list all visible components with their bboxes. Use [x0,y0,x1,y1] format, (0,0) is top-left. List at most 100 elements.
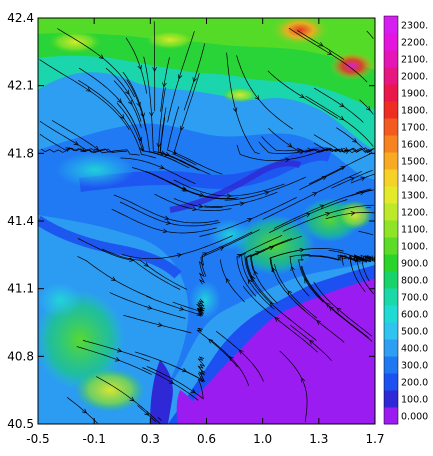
streamline [268,128,315,153]
color-bar-label: 0.000 [401,412,428,423]
streamline [39,59,130,130]
streamline [157,87,200,171]
color-bar-label: 600.0 [401,310,428,321]
streamline-arrow [284,157,291,163]
streamline [96,376,161,424]
streamline [196,327,238,368]
peak-northeast-2 [330,52,374,80]
peak-northwest [47,30,103,54]
streamline-arrow [352,138,358,143]
color-bar-label: 1900. [401,89,428,100]
y-tick-label: 42.4 [7,11,34,25]
y-tick-label: 42.1 [7,79,34,93]
color-bar-swatch [384,339,398,357]
streamline-arrow [225,277,231,283]
streamline-arrow [152,67,157,72]
color-bar-swatch [384,67,398,85]
x-tick-label: 0.3 [141,432,160,446]
streamline [210,339,250,386]
streamline-arrow [137,136,143,142]
streamline-arrow [328,306,334,312]
color-bar-swatch [384,169,398,187]
streamline [215,330,264,382]
color-bar-swatch [384,390,398,408]
streamline-arrow [110,276,117,281]
x-axis: -0.5 -0.1 0.3 0.6 1.0 1.3 1.7 [26,18,385,446]
streamline [123,314,192,334]
streamline [120,157,196,185]
streamline [125,37,148,94]
streamline-arrow [147,305,153,310]
streamline [366,30,374,39]
streamline [173,179,285,197]
streamline [236,234,283,297]
streamline [273,189,372,229]
streamline [122,235,233,260]
streamline-arrow [137,64,142,71]
streamline [145,295,204,316]
streamline-arrow [325,302,331,308]
streamline [307,147,373,154]
color-bar-label: 1700. [401,123,428,134]
streamline [250,235,302,272]
streamline [242,285,318,353]
streamline-arrow [192,206,198,212]
streamline [356,188,371,194]
x-tick-label: 1.0 [253,432,272,446]
streamline-arrow [164,151,171,157]
streamline-arrow [287,142,293,148]
color-bar-label: 1000. [401,242,428,253]
streamline-arrow [308,339,314,345]
streamline [167,31,195,123]
color-bar-swatch [384,288,398,306]
color-bar-swatch [384,152,398,170]
streamline-arrow [129,257,135,263]
streamline-arrow [65,147,71,152]
streamline [305,95,374,147]
color-bar-swatch [384,203,398,221]
map-plot-area [38,18,375,424]
hills-west [38,282,82,318]
streamline-arrow [339,102,345,108]
streamline-arrow [156,142,162,148]
streamline [262,171,362,220]
streamline [51,120,140,156]
streamline-arrow [239,201,245,207]
streamline [109,292,186,319]
streamline [77,256,152,299]
color-bar-swatch [384,135,398,153]
color-bar-label: 800.0 [401,276,428,287]
streamline [246,254,274,304]
color-bar-label: 1200. [401,208,428,219]
streamline [236,55,293,130]
streamline-arrow [247,278,253,284]
sea-area [180,278,375,424]
streamline-arrow [338,254,344,260]
color-bar-label: 2000. [401,72,428,83]
streamline-arrow [179,306,185,311]
color-bar-swatch [384,118,398,136]
streamline-arrow [82,408,88,414]
streamline-arrow [299,93,305,99]
streamline-arrow [169,379,175,384]
color-bar-label: 1500. [401,157,428,168]
streamline-arrow [200,369,206,375]
y-tick-label: 40.5 [7,417,34,431]
streamline [289,324,332,361]
streamline-arrow [316,320,322,325]
sea-inlet [176,390,200,424]
color-bar-frame [383,15,399,425]
streamline-arrow [359,256,365,262]
streamline [142,367,199,401]
streamline [299,167,345,191]
color-bar-swatch [384,305,398,323]
streamline-arrow [238,349,244,355]
streamline-arrow [253,270,258,276]
streamline-arrow [251,275,256,281]
color-bar-label: 100.0 [401,395,428,406]
y-tick-label: 40.8 [7,349,34,363]
y-tick-label: 41.1 [7,282,34,296]
color-bar-swatch [384,322,398,340]
streamline-arrow [219,246,225,251]
streamline [173,73,200,166]
